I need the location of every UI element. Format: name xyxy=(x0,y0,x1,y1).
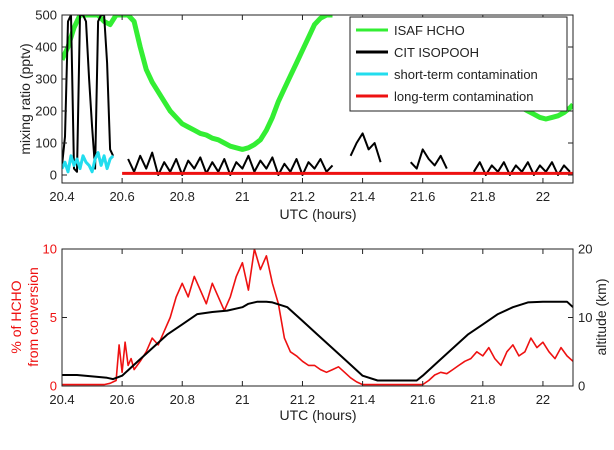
bottom-y2-axis-label: altitude (km) xyxy=(593,278,609,355)
bottom-x-tick-label: 21.4 xyxy=(350,392,375,407)
top-x-axis-label: UTC (hours) xyxy=(279,206,356,222)
bottom-y-axis-label: % of HCHO from conversion xyxy=(8,267,41,367)
top-legend: ISAF HCHO CIT ISOPOOH short-term contami… xyxy=(349,16,568,112)
bottom-plot-area xyxy=(62,249,573,386)
top-x-axis-ticks: 20.4 20.6 20.8 21 21.2 21.4 21.6 21.8 22 xyxy=(49,15,550,204)
bottom-plot-frame xyxy=(61,248,574,387)
bottom-y2-tick-label: 10 xyxy=(578,310,592,325)
bottom-x-tick-label: 20.6 xyxy=(109,392,134,407)
top-x-tick-label: 21.8 xyxy=(470,189,495,204)
bottom-y2-tick-label: 0 xyxy=(578,379,585,394)
bottom-y-axis-label-line-2: from conversion xyxy=(25,267,41,367)
top-y-tick-label: 200 xyxy=(35,104,57,119)
bottom-chart: 20.4 20.6 20.8 21 21.2 21.4 21.6 21.8 22 0 5 10 0 1… xyxy=(8,242,609,424)
legend-entry-short-term: short-term contamination xyxy=(356,67,538,82)
bottom-y-axis-label-line-1: % of HCHO xyxy=(8,280,24,353)
bottom-x-tick-label: 21.6 xyxy=(410,392,435,407)
top-y-tick-label: 400 xyxy=(35,40,57,55)
bottom-y-tick-label: 5 xyxy=(50,310,57,325)
legend-label-isaf-hcho: ISAF HCHO xyxy=(394,23,465,38)
top-x-tick-label: 20.6 xyxy=(109,189,134,204)
bottom-x-axis-label: UTC (hours) xyxy=(279,407,356,423)
top-y-tick-label: 0 xyxy=(50,168,57,183)
bottom-y2-tick-label: 20 xyxy=(578,242,592,257)
bottom-left-y-axis-ticks: 0 5 10 xyxy=(43,242,67,394)
top-x-tick-label: 21.4 xyxy=(350,189,375,204)
bottom-x-tick-label: 22 xyxy=(536,392,550,407)
top-chart: 20.4 20.6 20.8 21 21.2 21.4 21.6 21.8 22 0 100 200… xyxy=(17,8,574,222)
legend-label-long-term: long-term contamination xyxy=(394,89,533,104)
top-x-tick-label: 22 xyxy=(536,189,550,204)
bottom-x-tick-label: 20.4 xyxy=(49,392,74,407)
top-x-tick-label: 21 xyxy=(235,189,249,204)
bottom-series-group xyxy=(62,249,573,386)
legend-entry-isaf-hcho: ISAF HCHO xyxy=(356,23,465,38)
bottom-x-tick-label: 20.8 xyxy=(170,392,195,407)
bottom-x-tick-label: 21.2 xyxy=(290,392,315,407)
bottom-series-altitude-km xyxy=(62,300,573,382)
top-series-cit-isopooh xyxy=(62,15,571,176)
legend-label-short-term: short-term contamination xyxy=(394,67,538,82)
top-series-short-term-contamination xyxy=(62,151,115,174)
bottom-y-tick-label: 10 xyxy=(43,242,57,257)
bottom-x-tick-label: 21.8 xyxy=(470,392,495,407)
top-y-tick-label: 300 xyxy=(35,72,57,87)
bottom-x-tick-label: 21 xyxy=(235,392,249,407)
top-x-tick-label: 20.4 xyxy=(49,189,74,204)
bottom-x-axis-ticks: 20.4 20.6 20.8 21 21.2 21.4 21.6 21.8 22 xyxy=(49,249,550,407)
top-y-axis-ticks: 0 100 200 300 400 500 xyxy=(35,8,573,183)
top-plot-frame xyxy=(61,14,574,184)
bottom-y-tick-label: 0 xyxy=(50,379,57,394)
top-y-tick-label: 500 xyxy=(35,8,57,23)
top-x-tick-label: 20.8 xyxy=(170,189,195,204)
legend-entry-cit-isopooh: CIT ISOPOOH xyxy=(356,45,479,60)
top-x-tick-label: 21.6 xyxy=(410,189,435,204)
legend-label-cit-isopooh: CIT ISOPOOH xyxy=(394,45,479,60)
top-x-tick-label: 21.2 xyxy=(290,189,315,204)
top-y-tick-label: 100 xyxy=(35,136,57,151)
legend-entry-long-term: long-term contamination xyxy=(356,89,533,104)
top-y-axis-label: mixing ratio (pptv) xyxy=(17,43,33,154)
